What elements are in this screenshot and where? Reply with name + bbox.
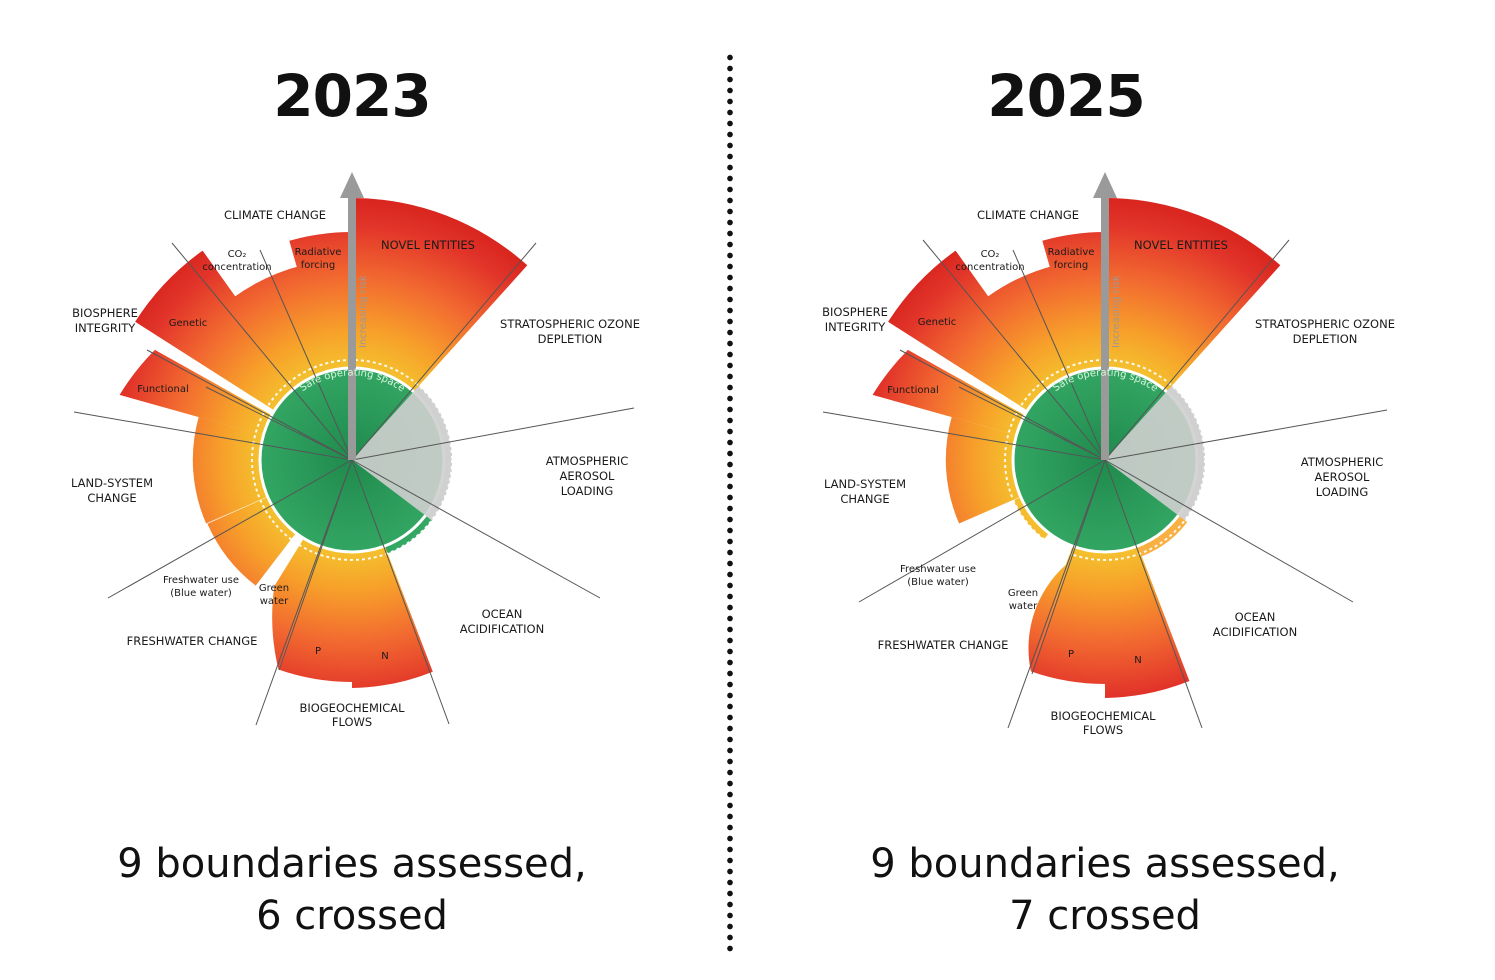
label-novel-entities-2023: NOVEL ENTITIES — [381, 238, 475, 252]
planetary-boundaries-diagram-2023: Increasing risk Safe operating space CLI… — [71, 172, 640, 729]
increasing-risk-label-2023: Increasing risk — [358, 275, 369, 348]
label-functional-2023: Functional — [137, 384, 188, 395]
grey-cap-2025 — [1105, 385, 1206, 521]
label-co2-line1-2023: CO₂ — [228, 249, 247, 260]
increasing-risk-arrow-2023 — [340, 172, 364, 460]
label-green-water-line2-2025: water — [1009, 601, 1038, 612]
label-biosphere-line2-2023: INTEGRITY — [75, 321, 137, 335]
label-land-line2-2023: CHANGE — [87, 491, 136, 505]
increasing-risk-arrow-2025 — [1093, 172, 1117, 460]
label-freshwater-change-2025: FRESHWATER CHANGE — [878, 638, 1009, 652]
label-freshwater-change-2023: FRESHWATER CHANGE — [127, 634, 258, 648]
summary-2023-line1: 9 boundaries assessed, — [117, 841, 587, 887]
label-ozone-line2-2025: DEPLETION — [1293, 332, 1358, 346]
summary-2023: 9 boundaries assessed, 6 crossed — [52, 838, 652, 942]
summary-2025-line1: 9 boundaries assessed, — [870, 841, 1340, 887]
summary-2025: 9 boundaries assessed, 7 crossed — [805, 838, 1405, 942]
label-aerosol-line1-2023: ATMOSPHERIC — [546, 454, 629, 468]
label-aerosol-line3-2025: LOADING — [1316, 485, 1368, 499]
label-biosphere-line1-2025: BIOSPHERE — [822, 305, 888, 319]
label-blue-water-line2-2025: (Blue water) — [907, 577, 969, 588]
label-ozone-line1-2023: STRATOSPHERIC OZONE — [500, 317, 640, 331]
label-biogeo-line1-2025: BIOGEOCHEMICAL — [1050, 709, 1156, 723]
label-biogeo-line2-2023: FLOWS — [332, 715, 372, 729]
label-climate-change-2025: CLIMATE CHANGE — [977, 208, 1079, 222]
label-co2-line2-2025: concentration — [955, 262, 1024, 273]
label-p-2023: P — [315, 646, 321, 657]
summary-2023-line2: 6 crossed — [256, 893, 448, 939]
grey-cap-2023 — [352, 385, 453, 521]
year-2025-title: 2025 — [987, 62, 1145, 130]
label-ocean-line2-2023: ACIDIFICATION — [460, 622, 544, 636]
label-radiative-line1-2025: Radiative — [1048, 247, 1095, 258]
label-radiative-line2-2025: forcing — [1054, 260, 1089, 271]
label-biosphere-line1-2023: BIOSPHERE — [72, 306, 138, 320]
label-blue-water-line2-2023: (Blue water) — [170, 588, 232, 599]
label-aerosol-line2-2025: AEROSOL — [1315, 470, 1371, 484]
increasing-risk-label-2025: Increasing risk — [1111, 275, 1122, 348]
label-ocean-line1-2023: OCEAN — [482, 607, 523, 621]
label-n-2023: N — [381, 651, 388, 662]
label-biogeo-line1-2023: BIOGEOCHEMICAL — [299, 701, 405, 715]
label-climate-change-2023: CLIMATE CHANGE — [224, 208, 326, 222]
label-biosphere-line2-2025: INTEGRITY — [825, 320, 887, 334]
label-ocean-line2-2025: ACIDIFICATION — [1213, 625, 1297, 639]
label-land-line1-2023: LAND-SYSTEM — [71, 476, 153, 490]
label-blue-water-line1-2023: Freshwater use — [163, 575, 239, 586]
label-p-2025: P — [1068, 649, 1074, 660]
label-radiative-line1-2023: Radiative — [295, 247, 342, 258]
label-ozone-line1-2025: STRATOSPHERIC OZONE — [1255, 317, 1395, 331]
planetary-boundaries-diagram-2025: Increasing risk Safe operating space CLI… — [822, 172, 1395, 737]
summary-2025-line2: 7 crossed — [1009, 893, 1201, 939]
label-land-line2-2025: CHANGE — [840, 492, 889, 506]
label-genetic-2025: Genetic — [918, 317, 957, 328]
label-blue-water-line1-2025: Freshwater use — [900, 564, 976, 575]
year-2023-title: 2023 — [273, 62, 431, 130]
label-n-2025: N — [1134, 655, 1141, 666]
label-green-water-line1-2025: Green — [1008, 588, 1038, 599]
label-green-water-line2-2023: water — [260, 596, 289, 607]
dotted-divider — [726, 52, 734, 952]
sector-lines-2025 — [822, 239, 1388, 729]
label-ocean-line1-2025: OCEAN — [1235, 610, 1276, 624]
label-novel-entities-2025: NOVEL ENTITIES — [1134, 238, 1228, 252]
label-co2-line2-2023: concentration — [202, 262, 271, 273]
label-green-water-line1-2023: Green — [259, 583, 289, 594]
label-genetic-2023: Genetic — [169, 318, 208, 329]
label-land-line1-2025: LAND-SYSTEM — [824, 477, 906, 491]
label-radiative-line2-2023: forcing — [301, 260, 336, 271]
label-biogeo-line2-2025: FLOWS — [1083, 723, 1123, 737]
label-functional-2025: Functional — [887, 385, 938, 396]
label-ozone-line2-2023: DEPLETION — [538, 332, 603, 346]
sector-lines-2023 — [73, 242, 635, 726]
label-aerosol-line1-2025: ATMOSPHERIC — [1301, 455, 1384, 469]
label-aerosol-line3-2023: LOADING — [561, 484, 613, 498]
label-aerosol-line2-2023: AEROSOL — [560, 469, 616, 483]
label-co2-line1-2025: CO₂ — [981, 249, 1000, 260]
